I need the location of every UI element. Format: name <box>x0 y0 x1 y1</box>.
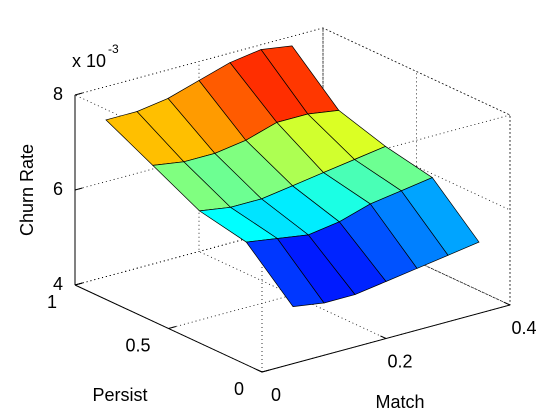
x-axis-label: Match <box>375 392 424 412</box>
y-tick <box>261 369 270 373</box>
x-tick-label: 0.4 <box>511 318 536 338</box>
x-tick <box>380 335 387 339</box>
exponent-power: -3 <box>108 42 119 56</box>
z-tick <box>74 92 83 96</box>
y-tick-label: 0.5 <box>125 335 150 355</box>
z-grid-line <box>74 27 511 116</box>
surface <box>105 45 480 307</box>
y-axis-label: Persist <box>92 385 147 405</box>
surface-face <box>245 238 325 307</box>
y-tick-label: 1 <box>47 292 57 312</box>
z-tick <box>74 282 83 286</box>
x-tick-label: 0.2 <box>387 351 412 371</box>
x-tick-label: 0 <box>271 385 281 405</box>
y-tick <box>168 326 177 329</box>
z-tick-label: 4 <box>53 274 63 294</box>
exponent-base: x 10 <box>72 51 106 71</box>
z-tick <box>74 187 83 191</box>
z-tick-label: 6 <box>53 179 63 199</box>
z-axis-label: Churn Rate <box>17 144 37 236</box>
front-layer: 0 0.2 0.4 0 0.5 14 6 8 <box>47 84 537 405</box>
y-tick-label: 0 <box>234 379 244 399</box>
x-tick <box>504 301 511 306</box>
z-tick-label: 8 <box>53 84 63 104</box>
x-tick <box>256 368 263 373</box>
